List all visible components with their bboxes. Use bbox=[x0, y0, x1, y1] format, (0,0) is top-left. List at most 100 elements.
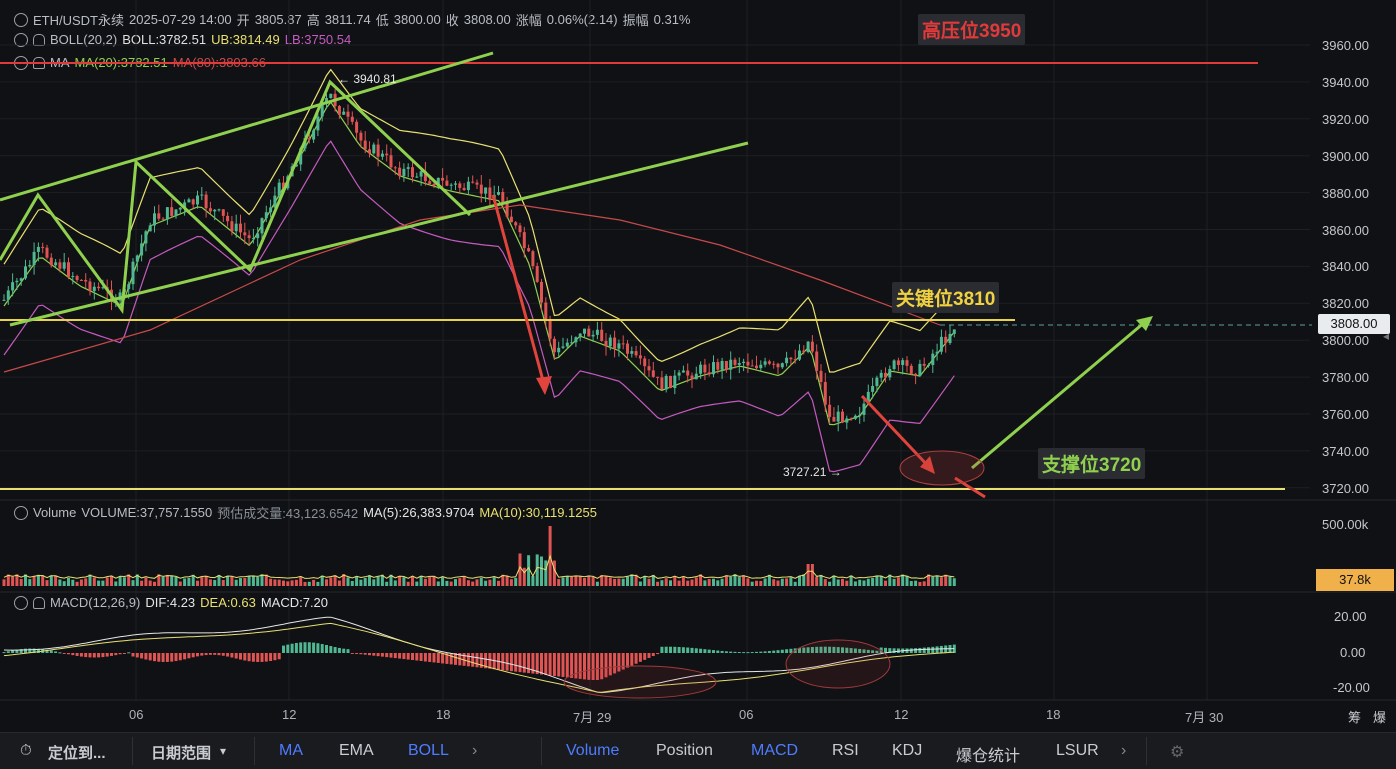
candle-body bbox=[419, 171, 423, 177]
candle-body bbox=[445, 180, 449, 186]
macd-bar bbox=[767, 651, 771, 653]
macd-bar bbox=[935, 646, 939, 653]
volume-ma10: MA(10):30,119.1255 bbox=[479, 505, 597, 520]
macd-bar bbox=[161, 653, 165, 662]
volume-bar bbox=[935, 575, 939, 586]
tab-boll[interactable]: BOLL bbox=[408, 742, 449, 759]
volume-bar bbox=[54, 575, 58, 586]
candle-body bbox=[187, 199, 191, 203]
chevron-right-icon[interactable]: › bbox=[472, 742, 478, 759]
macd-bar bbox=[6, 651, 10, 653]
volume-bar bbox=[196, 580, 199, 586]
candle-body bbox=[204, 194, 208, 209]
volume-bar bbox=[647, 578, 651, 586]
macd-bar bbox=[806, 647, 810, 653]
volume-name: Volume bbox=[33, 505, 77, 520]
candle-body bbox=[144, 231, 148, 244]
candle-body bbox=[372, 144, 376, 154]
volume-bar bbox=[531, 576, 535, 586]
tab-ma[interactable]: MA bbox=[279, 742, 303, 759]
macd-bar bbox=[54, 651, 58, 653]
axis-collapse-icon[interactable]: ◂ bbox=[1383, 329, 1390, 343]
macd-bar bbox=[651, 653, 655, 657]
volume-bar bbox=[772, 579, 776, 586]
macd-bar bbox=[922, 647, 926, 653]
candle-body bbox=[815, 351, 819, 371]
volume-bar bbox=[204, 576, 208, 586]
indicator-settings-icon[interactable]: ⚙ bbox=[1170, 744, 1185, 761]
chevron-down-icon[interactable]: ▾ bbox=[220, 744, 227, 758]
macd-bar bbox=[135, 653, 139, 658]
tab-rsi[interactable]: RSI bbox=[832, 742, 859, 759]
macd-bar bbox=[393, 653, 397, 659]
volume-bar bbox=[720, 578, 724, 586]
candle-body bbox=[638, 355, 642, 359]
eye-icon[interactable] bbox=[14, 32, 28, 47]
candle-body bbox=[802, 350, 806, 352]
macd-bar bbox=[118, 653, 122, 655]
macd-bar bbox=[122, 653, 126, 654]
volume-bar bbox=[264, 574, 268, 586]
macd-bar bbox=[733, 651, 737, 653]
volume-bar bbox=[707, 578, 711, 586]
candle-body bbox=[359, 132, 363, 141]
volume-bar bbox=[737, 577, 741, 586]
macd-bar bbox=[600, 653, 604, 680]
chevron-right-icon[interactable]: › bbox=[1121, 742, 1127, 759]
candle-body bbox=[548, 319, 552, 339]
support-annotation: 支撑位3720 bbox=[1038, 448, 1146, 479]
x-tick: 18 bbox=[1046, 707, 1061, 722]
bell-icon[interactable] bbox=[33, 596, 45, 609]
volume-bar bbox=[28, 579, 32, 586]
macd-bar bbox=[45, 649, 49, 653]
candle-body bbox=[578, 333, 582, 338]
liquidation-button[interactable]: 爆 bbox=[1373, 710, 1387, 725]
volume-bar bbox=[337, 580, 341, 586]
locate-button[interactable]: 定位到... bbox=[48, 745, 106, 762]
candle-body bbox=[669, 375, 672, 389]
volume-value: VOLUME:37,757.1550 bbox=[81, 505, 213, 520]
macd-bar bbox=[355, 653, 359, 654]
candle-body bbox=[411, 167, 414, 178]
volume-bar bbox=[729, 576, 733, 586]
macd-bar bbox=[204, 653, 208, 656]
volume-bar bbox=[230, 576, 234, 586]
candle-body bbox=[157, 213, 161, 219]
price-axis-tick: 3780.00 bbox=[1322, 370, 1369, 386]
tab-macd[interactable]: MACD bbox=[751, 742, 799, 759]
volume-bar bbox=[681, 577, 685, 586]
macd-indicator-row[interactable]: MACD(12,26,9) DIF:4.23 DEA:0.63 MACD:7.2… bbox=[14, 595, 333, 610]
locate-icon[interactable]: ⏱ bbox=[20, 742, 32, 759]
boll-indicator-row[interactable]: BOLL(20,2) BOLL:3782.51 UB:3814.49 LB:37… bbox=[14, 32, 356, 47]
eye-icon[interactable] bbox=[14, 505, 28, 520]
tab-ema[interactable]: EMA bbox=[339, 742, 374, 759]
macd-bar bbox=[509, 653, 513, 672]
macd-bar bbox=[574, 653, 578, 679]
eye-icon[interactable] bbox=[14, 595, 28, 610]
tab-liquidation-stats[interactable]: 爆仓统计 bbox=[956, 748, 1021, 765]
chips-button[interactable]: 筹 bbox=[1348, 710, 1362, 725]
volume-bar bbox=[742, 575, 746, 586]
volume-bar bbox=[703, 580, 707, 586]
tab-position[interactable]: Position bbox=[656, 742, 713, 759]
candle-body bbox=[316, 116, 320, 131]
tab-volume[interactable]: Volume bbox=[566, 742, 620, 759]
candle-body bbox=[767, 361, 771, 364]
volume-bar bbox=[884, 580, 887, 586]
eye-icon[interactable] bbox=[14, 12, 28, 27]
macd-bar bbox=[686, 647, 690, 653]
volume-bar bbox=[858, 579, 862, 586]
ticker-info-bar: ETH/USDT永续 2025-07-29 14:00 开 3805.87 高 38… bbox=[14, 10, 696, 29]
volume-bar bbox=[71, 579, 75, 586]
macd-bar bbox=[71, 653, 75, 656]
volume-indicator-row[interactable]: Volume VOLUME:37,757.1550 预估成交量:43,123.6… bbox=[14, 503, 602, 522]
macd-bar bbox=[320, 644, 324, 653]
macd-bar bbox=[570, 653, 574, 678]
date-range-button[interactable]: 日期范围 bbox=[151, 745, 212, 762]
tab-kdj[interactable]: KDJ bbox=[892, 742, 923, 759]
tab-lsur[interactable]: LSUR bbox=[1056, 742, 1099, 759]
macd-bar bbox=[531, 653, 535, 674]
macd-bar bbox=[247, 653, 251, 662]
candle-body bbox=[398, 167, 402, 177]
price-chart[interactable] bbox=[0, 0, 1396, 732]
